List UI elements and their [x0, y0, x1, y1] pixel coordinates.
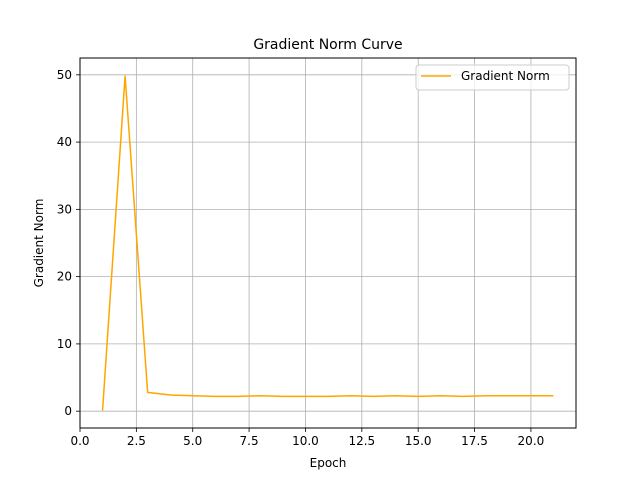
x-tick-label-6: 15.0 — [405, 434, 432, 448]
x-axis-label: Epoch — [310, 456, 347, 470]
x-tick-label-2: 5.0 — [183, 434, 202, 448]
x-tick-label-0: 0.0 — [70, 434, 89, 448]
y-tick-label-2: 20 — [57, 270, 72, 284]
x-tick-label-4: 10.0 — [292, 434, 319, 448]
series-layer — [101, 75, 554, 411]
plot-frame — [79, 57, 577, 429]
y-axis-label: Gradient Norm — [32, 199, 46, 288]
x-tick-label-3: 7.5 — [240, 434, 259, 448]
ticks: 0.0 2.5 5.0 7.5 10.0 12.5 15.0 17.5 20.0 0 10 20 30 4… — [57, 68, 545, 448]
grid — [79, 58, 576, 428]
legend-label-gradient-norm: Gradient Norm — [461, 69, 550, 83]
x-tick-label-5: 12.5 — [348, 434, 375, 448]
x-tick-label-8: 20.0 — [518, 434, 545, 448]
x-tick-label-7: 17.5 — [461, 434, 488, 448]
chart-title: Gradient Norm Curve — [253, 37, 402, 53]
legend: Gradient Norm — [415, 64, 570, 91]
y-tick-label-5: 50 — [57, 68, 72, 82]
y-tick-label-4: 40 — [57, 135, 72, 149]
series-line-gradient-norm — [101, 75, 554, 411]
y-tick-label-0: 0 — [64, 404, 72, 418]
legend-box — [415, 64, 570, 91]
y-tick-label-3: 30 — [57, 202, 72, 216]
x-tick-label-1: 2.5 — [127, 434, 146, 448]
y-tick-label-1: 10 — [57, 337, 72, 351]
